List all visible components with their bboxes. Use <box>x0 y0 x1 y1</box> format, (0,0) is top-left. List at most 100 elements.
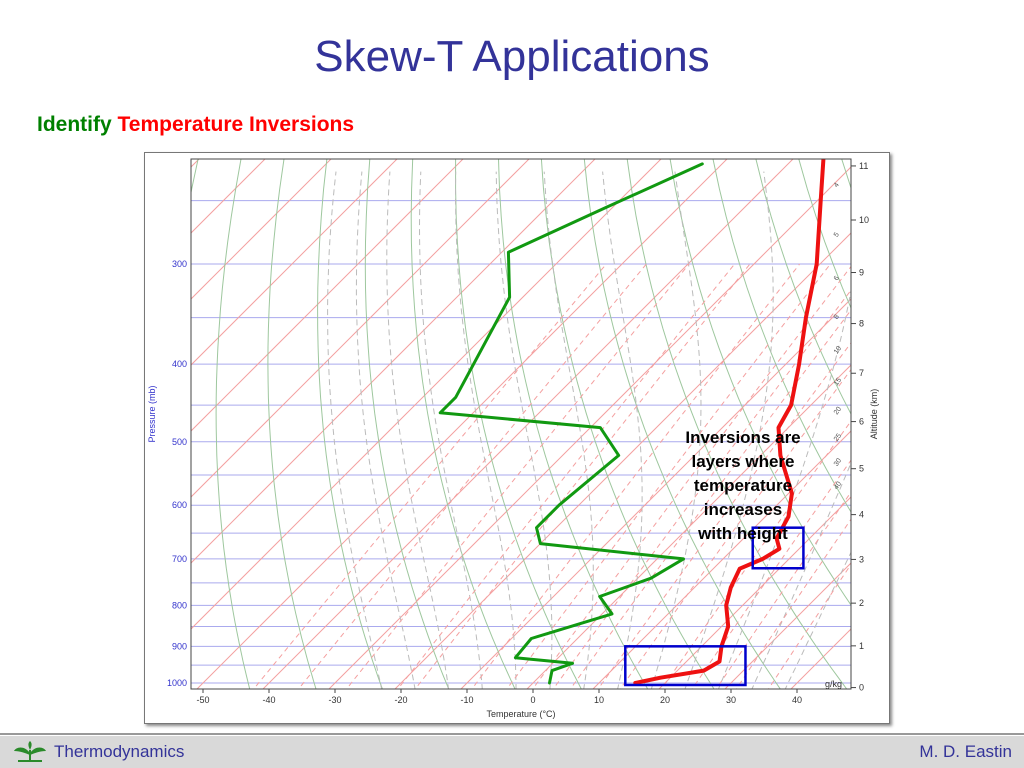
mixing-ratio-label: 30 <box>833 457 843 467</box>
isotherm-line <box>191 159 662 630</box>
isotherm-line <box>394 232 851 689</box>
callout-line: Inversions are <box>685 428 801 447</box>
mixing-ratio-label: 25 <box>833 432 843 442</box>
pressure-tick-label: 600 <box>172 500 187 510</box>
isotherm-line <box>460 298 851 689</box>
isotherm-line <box>526 364 851 689</box>
isotherm-line <box>262 159 794 689</box>
moist-adiabat-line <box>650 171 702 689</box>
mixing-ratio-label: 15 <box>833 377 843 387</box>
temperature-tick-label: 20 <box>660 695 670 705</box>
dry-adiabat-line <box>455 159 582 689</box>
axes: 0.10.20.40.81234568101520253040100200300… <box>147 161 879 719</box>
altitude-tick-label: 4 <box>859 510 864 520</box>
slide-subtitle: Identify Temperature Inversions <box>37 113 354 137</box>
mixing-ratio-line <box>552 289 851 689</box>
dry-adiabat-line <box>885 159 889 689</box>
skew-t-figure: 0.10.20.40.81234568101520253040100200300… <box>144 152 890 724</box>
mixing-ratio-line <box>532 265 851 689</box>
inversion-callout: Inversions are layers where temperature … <box>668 426 818 546</box>
moist-adiabat-line <box>543 171 594 689</box>
mixing-ratio-line <box>397 263 735 689</box>
mixing-ratio-line <box>345 263 690 689</box>
temperature-tick-label: 10 <box>594 695 604 705</box>
slide-footer: Thermodynamics M. D. Eastin <box>0 736 1024 768</box>
altitude-tick-label: 9 <box>859 268 864 278</box>
isotherm-line <box>196 159 728 689</box>
mixing-ratio-label: 20 <box>833 406 843 416</box>
slide-title: Skew-T Applications <box>314 32 710 81</box>
temperature-tick-label: -20 <box>394 695 407 705</box>
mixing-ratio-line <box>597 342 851 689</box>
pressure-tick-label: 400 <box>172 359 187 369</box>
moist-adiabat-line <box>684 171 774 689</box>
moist-adiabat-line <box>751 461 851 689</box>
altitude-tick-label: 6 <box>859 417 864 427</box>
isotherm-line <box>724 562 851 689</box>
callout-line: temperature <box>693 476 793 495</box>
altitude-tick-label: 3 <box>859 554 864 564</box>
isotherm-line <box>191 159 332 300</box>
mixing-ratio-line <box>619 368 851 689</box>
background-line-grid <box>191 159 889 689</box>
moist-adiabat-line <box>602 171 643 689</box>
mixing-ratio-label: 6 <box>833 275 841 282</box>
pressure-tick-label: 1000 <box>167 678 187 688</box>
temperature-tick-label: -40 <box>262 695 275 705</box>
dry-adiabat-line <box>215 159 251 689</box>
mixing-ratio-line <box>253 263 607 689</box>
isotherm-line <box>592 430 851 689</box>
dry-adiabat-line <box>267 159 317 689</box>
isotherm-line <box>191 159 530 498</box>
moist-adiabat-line <box>455 171 517 689</box>
mixing-ratio-label: 40 <box>833 480 843 490</box>
mixing-ratio-line <box>297 263 647 689</box>
mixing-ratio-label: 8 <box>833 314 841 321</box>
mixing-ratio-line <box>414 263 751 689</box>
subtitle-identify: Identify <box>37 113 112 136</box>
temperature-tick-label: -50 <box>196 695 209 705</box>
y-axis-label: Pressure (mb) <box>147 385 157 442</box>
mixing-ratio-label: 4 <box>833 182 841 189</box>
altitude-tick-label: 5 <box>859 464 864 474</box>
dry-adiabat-line <box>669 159 851 606</box>
moist-adiabat-line <box>355 171 416 689</box>
pressure-tick-label: 500 <box>172 437 187 447</box>
callout-line: with height <box>698 524 788 543</box>
callout-line: increases <box>703 500 783 519</box>
footer-course-name: Thermodynamics <box>54 742 185 761</box>
isotherm-line <box>191 159 464 432</box>
callout-line: layers where <box>691 452 795 471</box>
subtitle-topic: Temperature Inversions <box>117 113 355 136</box>
altitude-tick-label: 0 <box>859 683 864 693</box>
moist-adiabat-line <box>327 171 383 689</box>
mixing-ratio-line <box>506 263 831 689</box>
isotherm-line <box>191 159 266 234</box>
dry-adiabat-line <box>410 159 516 689</box>
dry-adiabat-line <box>583 159 781 689</box>
temperature-tick-label: -30 <box>328 695 341 705</box>
altitude-tick-label: 1 <box>859 641 864 651</box>
pressure-tick-label: 300 <box>172 259 187 269</box>
dry-adiabat-line <box>317 159 383 689</box>
dry-adiabat-line <box>626 159 848 689</box>
altitude-tick-label: 8 <box>859 319 864 329</box>
temperature-tick-label: 40 <box>792 695 802 705</box>
inversion-box <box>751 526 805 570</box>
pressure-tick-label: 800 <box>172 600 187 610</box>
isotherm-line <box>658 496 851 689</box>
plot-border <box>190 158 852 690</box>
inversion-box <box>624 645 747 687</box>
temperature-tick-label: -10 <box>460 695 473 705</box>
altitude-tick-label: 10 <box>859 215 869 225</box>
altitude-tick-label: 7 <box>859 368 864 378</box>
altitude-tick-label: 11 <box>859 161 868 171</box>
isotherm-line <box>191 159 398 366</box>
temperature-tick-label: 30 <box>726 695 736 705</box>
dry-adiabat-line <box>498 159 649 689</box>
mixing-ratio-unit-label: g/kg <box>825 679 842 689</box>
mixing-ratio-label: 5 <box>833 231 841 238</box>
mixing-ratio-label: 10 <box>833 345 843 355</box>
mixing-ratio-line <box>471 263 801 689</box>
dry-adiabat-line <box>540 159 715 689</box>
